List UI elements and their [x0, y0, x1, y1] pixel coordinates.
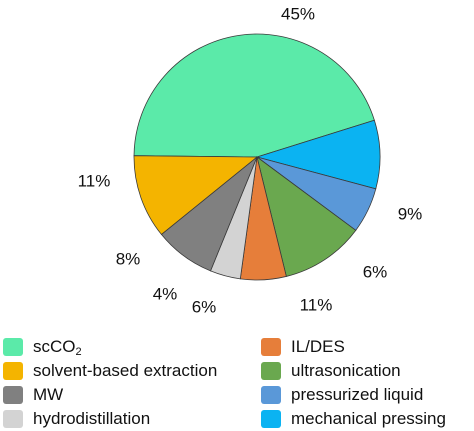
legend-item-ultrasonication: ultrasonication — [261, 360, 401, 382]
legend-swatch-pressurized-liquid — [261, 386, 281, 404]
pie-slice-solvent-based-extraction — [133, 155, 259, 235]
legend-swatch-mw — [3, 386, 23, 404]
legend-label-scco2: scCO2 — [33, 336, 82, 358]
legend-item-hydrodistillation: hydrodistillation — [3, 408, 150, 430]
legend-swatch-solvent-based-extraction — [3, 362, 23, 380]
legend-swatch-mechanical-pressing — [261, 410, 281, 428]
legend-item-pressurized-liquid: pressurized liquid — [261, 384, 423, 406]
legend-label-mechanical-pressing: mechanical pressing — [291, 409, 446, 428]
legend-label-mw: MW — [33, 385, 64, 404]
legend-item-mw: MW — [3, 384, 63, 406]
legend-item-solvent-based-extraction: solvent-based extraction — [3, 360, 217, 382]
legend-item-il-des: IL/DES — [261, 336, 345, 358]
pie-label-solvent-based-extraction: 11% — [78, 172, 111, 191]
legend-item-mechanical-pressing: mechanical pressing — [261, 408, 446, 430]
legend-label-ultrasonication: ultrasonication — [291, 361, 401, 380]
legend-label-il-des: IL/DES — [291, 337, 345, 356]
pie-label-mechanical-pressing: 9% — [398, 205, 423, 224]
legend-swatch-il-des — [261, 338, 281, 356]
legend-label-hydrodistillation: hydrodistillation — [33, 409, 151, 428]
legend-swatch-scco2 — [3, 338, 23, 356]
pie-label-hydrodistillation: 4% — [153, 285, 178, 304]
legend-label-pressurized-liquid: pressurized liquid — [291, 385, 424, 404]
pie-label-il-des: 6% — [192, 298, 217, 317]
legend-label-solvent-based-extraction: solvent-based extraction — [33, 361, 218, 380]
pie-slice-scco2 — [133, 33, 375, 158]
legend-swatch-hydrodistillation — [3, 410, 23, 428]
pie-label-mw: 8% — [116, 250, 141, 269]
legend-item-scco2: scCO2 — [3, 336, 82, 358]
pie-slice-ultrasonication — [256, 156, 357, 277]
legend-swatch-ultrasonication — [261, 362, 281, 380]
pie-label-ultrasonication: 11% — [300, 296, 333, 315]
chart-legend: scCO2 solvent-based extraction MW hydrod… — [0, 336, 474, 431]
pie-label-pressurized-liquid: 6% — [363, 263, 388, 282]
pie-chart: 45% 9% 6% 11% 6% 4% 8% 11% — [78, 5, 423, 317]
pie-label-scco2: 45% — [281, 5, 315, 24]
